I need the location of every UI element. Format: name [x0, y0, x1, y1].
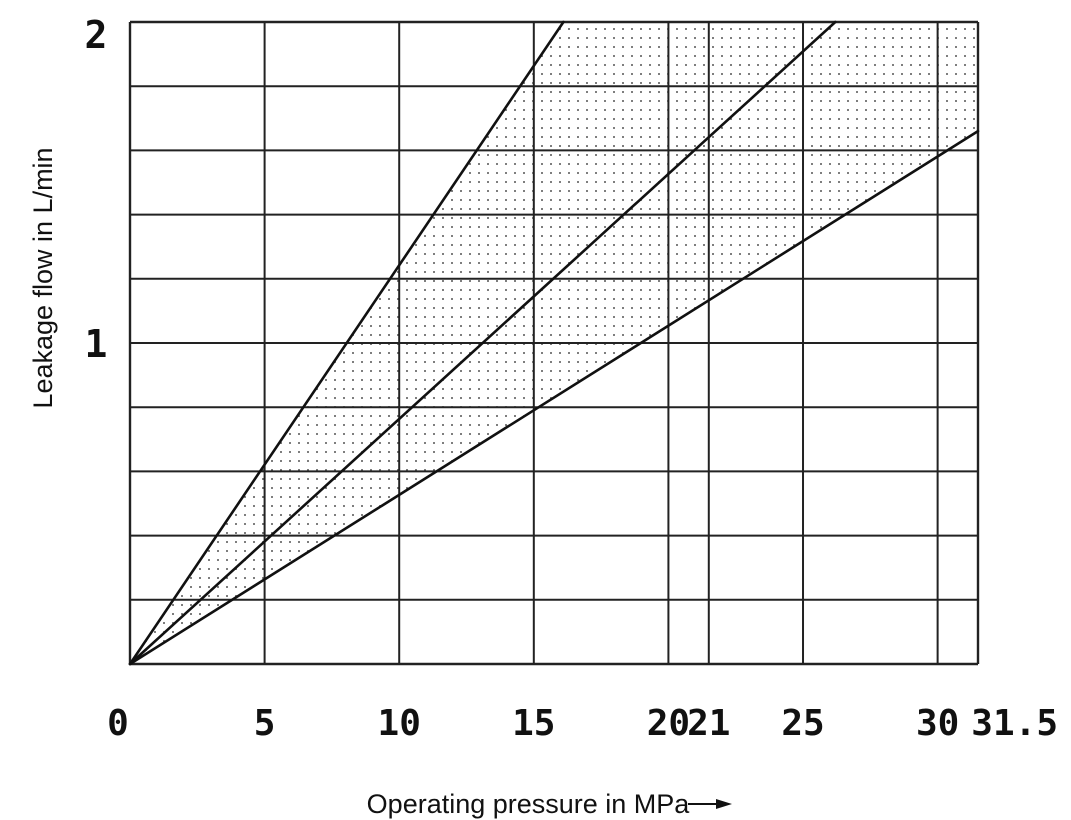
- x-tick-label: 25: [781, 703, 824, 744]
- series-line-1: [128, 20, 565, 666]
- y-tick-label: 2: [85, 13, 108, 57]
- series-lines: [128, 20, 980, 666]
- x-tick-label: 21: [687, 703, 730, 744]
- x-axis-label: Operating pressure in MPa: [367, 789, 691, 819]
- x-tick-label: 30: [916, 703, 959, 744]
- x-tick-label: 10: [378, 703, 421, 744]
- x-tick-label: 20: [647, 703, 690, 744]
- x-tick-label: 5: [254, 703, 276, 744]
- grid: [128, 20, 980, 666]
- x-tick-label: 31.5: [971, 703, 1058, 744]
- series-line-3: [128, 129, 980, 666]
- series-line-2: [128, 20, 837, 666]
- x-tick-label: 0: [107, 703, 129, 744]
- x-axis-arrow: [688, 799, 732, 809]
- y-tick-label: 1: [85, 322, 108, 366]
- y-axis-label: Leakage flow in L/min: [28, 147, 58, 408]
- x-tick-label: 15: [512, 703, 555, 744]
